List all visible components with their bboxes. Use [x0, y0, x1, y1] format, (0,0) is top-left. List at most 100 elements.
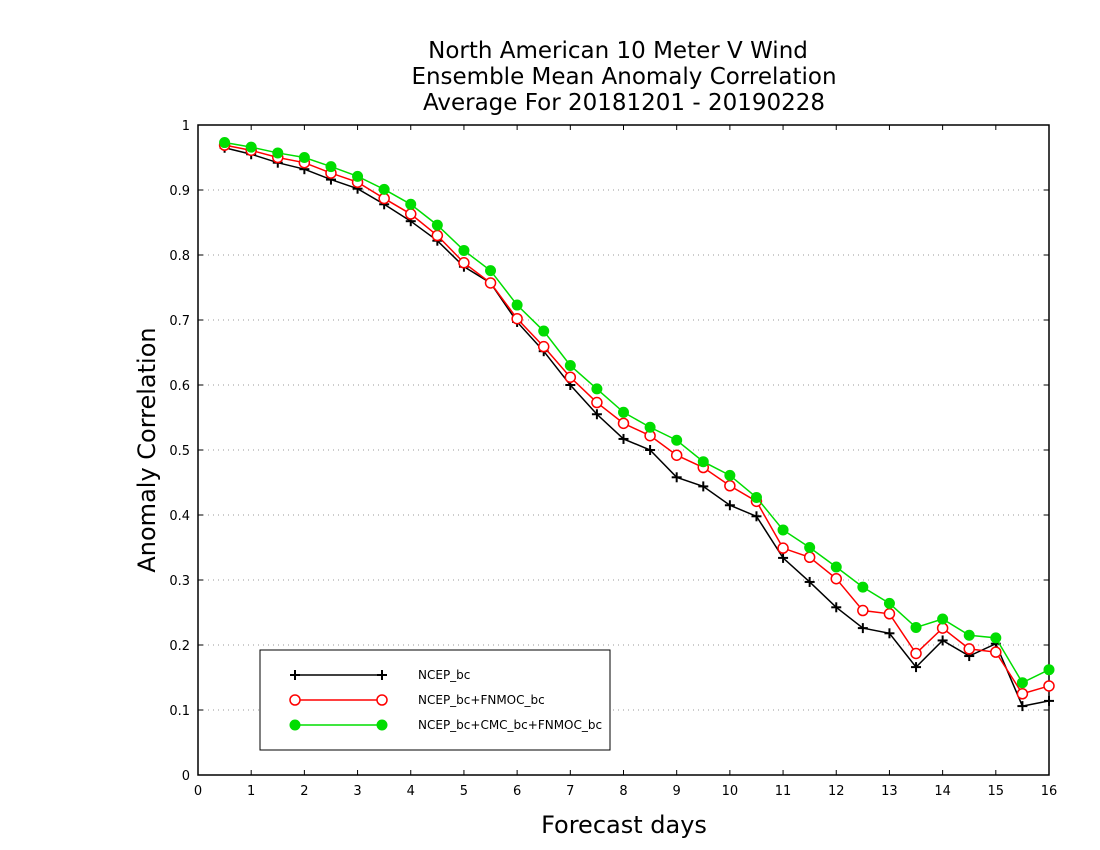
- legend-marker: [289, 694, 301, 706]
- legend-marker: [290, 670, 300, 680]
- data-point: [777, 524, 789, 536]
- y-axis-label: Anomaly Correlation: [133, 327, 161, 572]
- x-tick-label: 2: [300, 784, 308, 799]
- data-point: [883, 597, 895, 609]
- data-point: [325, 161, 337, 173]
- data-point: [724, 500, 735, 511]
- data-point: [831, 602, 842, 613]
- data-point: [751, 511, 762, 522]
- data-point: [910, 621, 922, 633]
- legend-marker: [377, 670, 387, 680]
- data-point: [777, 542, 789, 554]
- y-tick-label: 0.6: [169, 379, 190, 394]
- legend-marker: [289, 719, 301, 731]
- data-point: [1016, 677, 1028, 689]
- x-tick-label: 14: [934, 784, 951, 799]
- data-point: [963, 629, 975, 641]
- data-point: [458, 244, 470, 256]
- data-point: [857, 581, 869, 593]
- data-point: [937, 613, 949, 625]
- series-line: [224, 147, 1050, 707]
- x-tick-label: 11: [775, 784, 792, 799]
- data-point: [697, 456, 709, 468]
- data-point: [644, 421, 656, 433]
- x-tick-label: 3: [353, 784, 361, 799]
- data-point: [618, 433, 629, 444]
- legend-entry-3: NCEP_bc+CMC_bc+FNMOC_bc: [289, 718, 602, 732]
- data-point: [698, 481, 709, 492]
- data-point: [750, 491, 762, 503]
- data-point: [245, 141, 257, 153]
- data-point: [591, 396, 603, 409]
- legend-marker: [376, 694, 388, 706]
- data-point: [937, 635, 948, 646]
- data-point: [485, 265, 497, 277]
- x-tick-label: 13: [881, 784, 898, 799]
- data-point: [857, 604, 869, 617]
- data-point: [1044, 695, 1054, 706]
- legend-label: NCEP_bc: [418, 668, 470, 682]
- data-point: [378, 192, 390, 205]
- data-point: [431, 229, 444, 242]
- data-point: [778, 552, 789, 563]
- legend-entry-1: NCEP_bc: [290, 668, 470, 682]
- x-tick-label: 6: [513, 784, 521, 799]
- gridlines: [198, 189, 1049, 711]
- y-tick-label: 0.4: [169, 509, 190, 524]
- data-point: [990, 632, 1002, 644]
- legend-marker: [376, 719, 388, 731]
- data-point: [431, 219, 443, 231]
- data-point: [617, 417, 630, 430]
- series-group: [218, 137, 1055, 712]
- data-point: [963, 643, 975, 655]
- title-line-2: Ensemble Mean Anomaly Correlation: [411, 64, 836, 90]
- data-point: [458, 257, 470, 269]
- data-point: [591, 383, 603, 395]
- legend-box: [259, 649, 611, 751]
- data-point: [911, 662, 922, 673]
- data-point: [830, 561, 842, 573]
- x-tick-label: 5: [460, 784, 468, 799]
- data-point: [405, 208, 417, 220]
- x-axis-label: Forecast days: [541, 811, 707, 839]
- data-point: [537, 340, 550, 353]
- x-tick-label: 7: [566, 784, 574, 799]
- data-point: [591, 409, 602, 420]
- data-point: [804, 576, 815, 587]
- data-point: [618, 406, 629, 418]
- data-point: [990, 646, 1002, 658]
- series-line: [224, 141, 1050, 684]
- data-point: [564, 360, 576, 371]
- data-point: [1016, 688, 1029, 700]
- legend: NCEP_bc NCEP_bc+FNMOC_bc NCEP_bc+CMC_bc+FN…: [259, 649, 611, 751]
- data-point: [511, 312, 523, 325]
- data-point: [484, 277, 497, 289]
- x-tick-label: 10: [722, 784, 739, 799]
- data-point: [272, 147, 284, 159]
- data-point: [724, 480, 736, 492]
- data-point: [671, 434, 683, 446]
- data-point: [645, 445, 656, 455]
- data-point: [298, 152, 310, 163]
- series-3: [219, 137, 1055, 689]
- y-tick-label: 0.3: [169, 574, 190, 589]
- data-point: [804, 542, 816, 553]
- data-point: [830, 572, 842, 585]
- x-tick-label: 0: [194, 784, 202, 799]
- x-tick-label: 4: [407, 784, 415, 799]
- y-tick-label: 0.9: [169, 184, 190, 199]
- legend-entry-2: NCEP_bc+FNMOC_bc: [289, 693, 545, 707]
- data-point: [671, 472, 682, 483]
- x-tick-label: 9: [673, 784, 681, 799]
- y-tick-label: 0.2: [169, 639, 190, 654]
- title-line-1: North American 10 Meter V Wind: [428, 38, 808, 64]
- legend-label: NCEP_bc+CMC_bc+FNMOC_bc: [418, 718, 602, 732]
- y-tick-label: 0.5: [169, 444, 190, 459]
- x-axis: 0 1 2 3 4 5 6 7 8 9 10 11 12 13 14 15 16: [194, 125, 1057, 799]
- data-point: [1043, 680, 1055, 692]
- data-point: [670, 449, 683, 461]
- data-point: [564, 371, 577, 383]
- y-tick-label: 0.1: [169, 704, 190, 719]
- data-point: [219, 137, 231, 149]
- chart-title: North American 10 Meter V Wind Ensemble …: [411, 38, 836, 116]
